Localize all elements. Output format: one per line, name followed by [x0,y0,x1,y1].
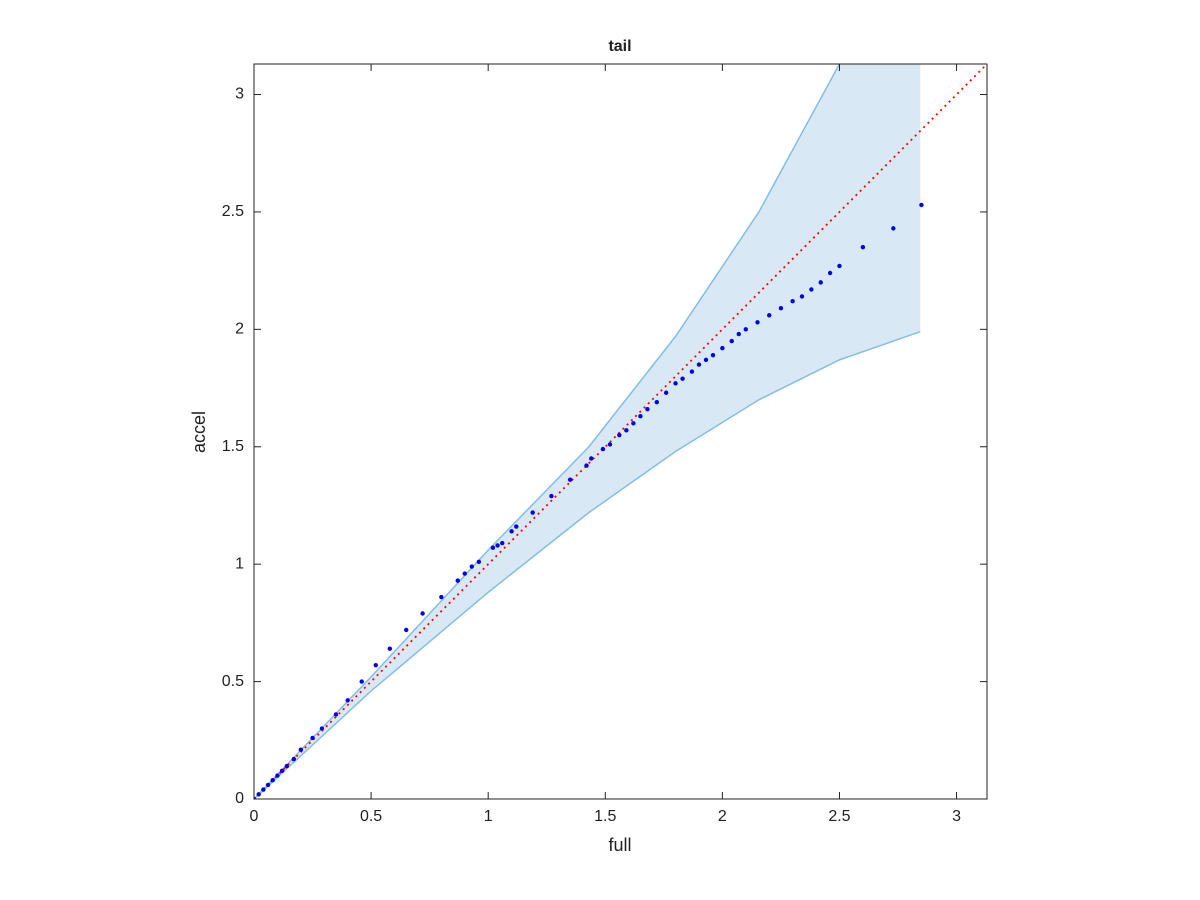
y-axis-label: accel [189,411,209,453]
x-tick-label: 1.5 [594,808,616,825]
point [755,320,760,325]
chart-title: tail [608,38,631,55]
point [530,510,535,515]
point [514,524,519,529]
reference-line [254,64,987,799]
y-tick-label: 2 [235,321,244,338]
point [373,662,378,668]
point [919,202,924,208]
point [333,712,339,717]
point [696,362,702,367]
x-tick-label: 0.5 [360,808,382,825]
point [490,545,496,550]
point [279,768,285,774]
point [319,726,325,731]
axes-box [253,63,988,800]
y-tick-label: 2.5 [222,203,244,220]
point [298,747,304,752]
point [567,477,573,482]
point [265,782,271,788]
point [387,646,393,651]
point [891,226,896,231]
point [600,446,606,452]
point [680,376,685,381]
point [860,244,866,250]
point [359,679,364,684]
point [729,338,734,344]
x-tick-label: 3 [952,808,961,825]
point [673,381,678,386]
point [439,594,444,600]
point [654,399,659,405]
point [790,298,795,304]
point [645,406,650,412]
point [256,792,261,797]
point [584,463,589,468]
point [310,735,315,741]
point [827,270,833,276]
point [469,564,474,569]
point [275,773,280,778]
x-axis-label: full [608,835,631,855]
point [291,756,297,762]
plot-area [254,64,987,799]
point [703,357,709,363]
point [345,698,350,703]
point [767,313,772,318]
point [743,327,748,332]
band-fill [254,64,921,799]
y-tick-label: 0 [235,790,244,807]
point [638,414,643,419]
y-tick-label: 1 [235,555,244,572]
point [404,627,409,633]
y-tick-label: 0.5 [222,673,244,690]
point [809,287,814,292]
x-tick-label: 2.5 [828,808,850,825]
band-edge [254,64,841,799]
point [607,442,613,447]
point [270,778,275,783]
y-tick-label: 3 [235,86,244,103]
point [689,369,695,374]
point [284,763,289,769]
x-tick-label: 0 [250,808,259,825]
x-tick-label: 2 [718,808,727,825]
point [500,540,505,546]
point [631,421,636,426]
point [495,543,500,548]
point [462,571,467,576]
point [736,331,741,337]
point [254,796,257,799]
point [549,493,554,499]
point [799,294,805,299]
point [589,456,594,461]
point [617,432,622,438]
point [778,306,784,311]
point [624,428,629,433]
point [509,529,514,534]
point [710,352,716,358]
x-tick-label: 1 [484,808,493,825]
point [476,559,482,565]
band-edge [254,330,921,799]
point [663,390,669,395]
point [455,578,460,583]
point [837,263,842,269]
point [818,280,823,285]
point [420,611,425,616]
y-tick-label: 1.5 [222,438,244,455]
point [261,787,266,792]
point [720,345,725,351]
